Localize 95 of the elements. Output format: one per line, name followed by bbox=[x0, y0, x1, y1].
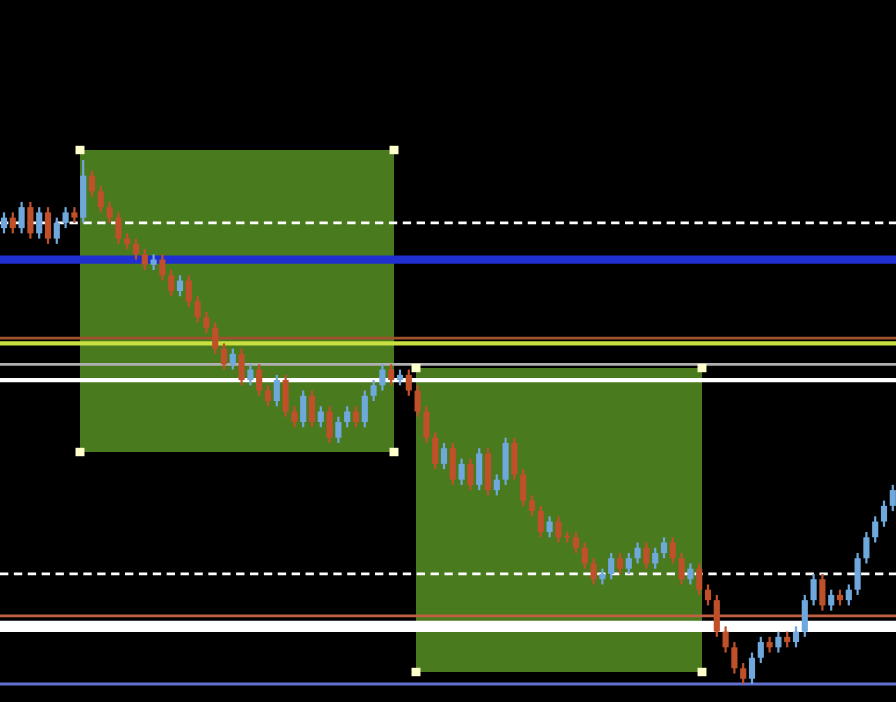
candlestick bbox=[872, 515, 879, 544]
candlestick bbox=[229, 347, 236, 371]
candlestick bbox=[405, 368, 412, 397]
candlestick bbox=[344, 405, 351, 429]
candlestick bbox=[379, 363, 386, 392]
candlestick bbox=[282, 373, 289, 418]
candlestick bbox=[53, 216, 60, 245]
candlestick bbox=[511, 436, 518, 481]
candlestick bbox=[449, 441, 456, 486]
candlestick bbox=[256, 363, 263, 397]
candlestick bbox=[44, 206, 52, 245]
candlestick bbox=[414, 384, 421, 418]
candlestick bbox=[212, 321, 219, 355]
candlestick bbox=[247, 363, 254, 387]
candlestick bbox=[106, 200, 113, 224]
candlestick bbox=[880, 499, 888, 528]
candlestick bbox=[625, 551, 632, 576]
candlestick bbox=[502, 436, 509, 486]
candlestick bbox=[361, 389, 368, 429]
candlestick bbox=[722, 625, 729, 654]
candlestick bbox=[581, 541, 588, 570]
candlestick bbox=[0, 211, 8, 235]
candlestick bbox=[520, 468, 527, 507]
candlestick bbox=[590, 557, 597, 586]
candlestick bbox=[845, 583, 852, 607]
candlestick bbox=[132, 237, 140, 261]
candlestick bbox=[80, 158, 87, 224]
candlestick bbox=[176, 274, 184, 298]
candlestick bbox=[704, 583, 712, 607]
candlestick bbox=[854, 551, 861, 597]
candlestick bbox=[300, 389, 307, 429]
candlestick bbox=[370, 378, 377, 403]
candlestick bbox=[748, 651, 756, 686]
candlestick bbox=[775, 630, 782, 654]
candlestick bbox=[608, 551, 615, 581]
candlestick bbox=[440, 441, 448, 471]
candlestick bbox=[150, 253, 157, 272]
candlestick bbox=[766, 635, 773, 654]
candlestick bbox=[264, 384, 272, 408]
candlestick bbox=[203, 310, 210, 335]
candlestick bbox=[828, 588, 835, 612]
candlestick bbox=[238, 347, 245, 387]
candlestick bbox=[141, 247, 148, 272]
candlestick bbox=[326, 405, 333, 445]
candlestick bbox=[740, 661, 747, 686]
candlestick bbox=[660, 536, 668, 560]
candlestick bbox=[308, 389, 316, 429]
candlestick bbox=[616, 551, 624, 576]
candlestick bbox=[220, 342, 228, 371]
candlestick bbox=[713, 593, 720, 638]
candlestick bbox=[731, 640, 738, 675]
candlestick bbox=[493, 473, 500, 497]
candlestick bbox=[546, 515, 553, 539]
candlestick bbox=[555, 515, 562, 544]
candlestick bbox=[159, 253, 166, 282]
candlestick bbox=[467, 457, 474, 492]
candlestick bbox=[634, 541, 641, 565]
candlestick bbox=[572, 530, 580, 555]
candlestick bbox=[273, 373, 280, 408]
candlestick bbox=[62, 206, 69, 230]
candlestick bbox=[476, 447, 483, 492]
candlestick bbox=[168, 268, 175, 298]
candlestick bbox=[643, 541, 650, 570]
candlestick bbox=[194, 295, 201, 324]
candlestick bbox=[27, 200, 34, 240]
candlestick bbox=[115, 211, 122, 245]
candlestick bbox=[185, 274, 192, 308]
candlestick bbox=[388, 363, 395, 387]
candlestick bbox=[9, 211, 16, 235]
candlestick bbox=[458, 457, 465, 486]
candlestick bbox=[889, 483, 896, 513]
candlestick bbox=[819, 572, 826, 612]
candlestick bbox=[792, 625, 800, 649]
candlestick bbox=[863, 530, 870, 565]
candlestick bbox=[652, 546, 659, 570]
candlestick bbox=[432, 431, 439, 471]
candlestick bbox=[291, 405, 298, 429]
candlestick bbox=[687, 562, 694, 586]
candlestick bbox=[537, 504, 544, 539]
candlestick bbox=[97, 185, 104, 214]
candlestick bbox=[757, 635, 764, 665]
candlestick bbox=[696, 562, 703, 597]
candlestick bbox=[36, 206, 43, 240]
candlestick bbox=[678, 551, 685, 586]
candlestick bbox=[18, 200, 25, 235]
candlestick bbox=[528, 494, 536, 518]
candlestick bbox=[335, 415, 342, 445]
candlestick bbox=[352, 405, 360, 429]
candlestick bbox=[484, 447, 492, 497]
candlestick bbox=[801, 593, 808, 638]
candlestick bbox=[669, 536, 676, 565]
candlestick bbox=[88, 169, 96, 198]
candlestick bbox=[810, 572, 817, 607]
candlestick bbox=[423, 405, 430, 445]
candlestick bbox=[317, 405, 324, 429]
